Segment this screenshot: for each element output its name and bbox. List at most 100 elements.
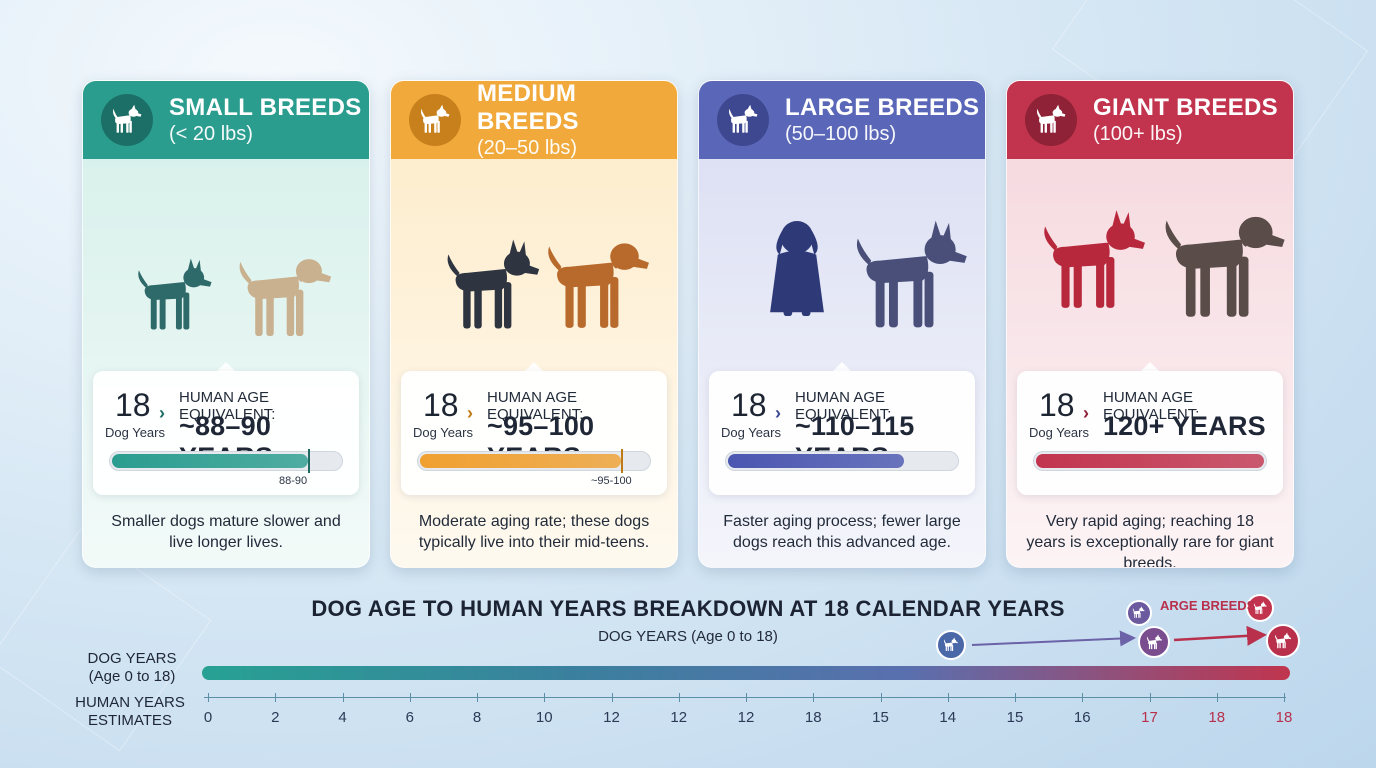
timeline-marker-dog-icon bbox=[1126, 600, 1152, 626]
pointer-arrow bbox=[216, 362, 236, 372]
dog-badge-icon bbox=[1025, 94, 1077, 146]
breed-card-medium: MEDIUM BREEDS (20–50 lbs) bbox=[390, 80, 678, 568]
card-weight-range: (< 20 lbs) bbox=[169, 123, 253, 145]
card-title: LARGE BREEDS bbox=[785, 94, 980, 121]
timeline-tick bbox=[813, 693, 815, 702]
timeline-tick bbox=[1284, 693, 1285, 702]
bar-caption: ~95-100 bbox=[591, 475, 632, 487]
timeline-tick bbox=[880, 693, 882, 702]
human-age-label: HUMAN AGE EQUIVALENT: bbox=[487, 389, 584, 423]
age-progress-fill bbox=[112, 454, 308, 468]
timeline-tick bbox=[746, 693, 747, 702]
timeline-marker-dog-icon bbox=[1138, 626, 1170, 658]
card-description: Smaller dogs mature slower and live long… bbox=[111, 513, 341, 551]
timeline-marker-dog-icon bbox=[936, 630, 966, 660]
timeline-tick bbox=[611, 693, 613, 702]
dog-badge-icon bbox=[101, 94, 153, 146]
human-age-label: HUMAN AGE EQUIVALENT: bbox=[179, 389, 276, 423]
card-header: GIANT BREEDS (100+ lbs) bbox=[1007, 81, 1293, 159]
timeline-tick-label: 18 bbox=[804, 709, 822, 726]
card-title: GIANT BREEDS bbox=[1093, 94, 1278, 121]
dog-illustrations bbox=[83, 159, 369, 372]
breed-card-giant: GIANT BREEDS (100+ lbs) bbox=[1006, 80, 1294, 568]
card-title: SMALL BREEDS bbox=[169, 94, 362, 121]
dog-years-label: Dog Years bbox=[105, 425, 165, 440]
timeline-tick-label: 6 bbox=[405, 709, 414, 726]
age-info-box: 18 Dog Years › HUMAN AGE EQUIVALENT: 120… bbox=[1017, 371, 1283, 495]
timeline-tick bbox=[1082, 693, 1084, 702]
dog-years-value: 18 bbox=[423, 387, 459, 423]
dog-illustrations bbox=[391, 159, 677, 372]
timeline-axis bbox=[204, 697, 1286, 698]
timeline-tick bbox=[947, 693, 949, 702]
pointer-arrow bbox=[832, 362, 852, 372]
card-description: Moderate aging rate; these dogs typicall… bbox=[418, 513, 650, 551]
timeline-tick-label: 12 bbox=[603, 709, 620, 726]
card-description: Faster aging process; fewer large dogs r… bbox=[723, 513, 961, 551]
timeline-tick bbox=[275, 693, 277, 702]
timeline-tick bbox=[409, 693, 411, 702]
timeline-tick bbox=[342, 693, 344, 702]
timeline-tick-label: 14 bbox=[939, 709, 957, 726]
timeline-tick bbox=[477, 693, 478, 702]
timeline-tick-label: 17 bbox=[1141, 709, 1158, 726]
breed-card-large: LARGE BREEDS (50–100 lbs) bbox=[698, 80, 986, 568]
timeline-tick-label: 8 bbox=[472, 709, 482, 726]
bar-marker bbox=[621, 449, 623, 473]
timeline-tick-label: 18 bbox=[1208, 709, 1226, 726]
timeline-tick bbox=[544, 693, 546, 702]
pointer-arrow bbox=[524, 362, 544, 372]
age-info-box: 18 Dog Years › HUMAN AGE EQUIVALENT: ~88… bbox=[93, 371, 359, 495]
chevron-right-icon: › bbox=[159, 403, 165, 423]
large-breeds-marker-label: ARGE BREEDS bbox=[1160, 598, 1256, 613]
timeline-tick-label: 0 bbox=[203, 709, 213, 726]
card-header: SMALL BREEDS (< 20 lbs) bbox=[83, 81, 369, 159]
dog-badge-icon bbox=[717, 94, 769, 146]
age-progress-bar bbox=[109, 449, 343, 473]
chevron-right-icon: › bbox=[1083, 403, 1089, 423]
timeline-marker-dog-icon bbox=[1266, 624, 1300, 658]
card-weight-range: (100+ lbs) bbox=[1093, 123, 1183, 145]
timeline-subtitle: DOG YEARS (Age 0 to 18) bbox=[598, 628, 778, 645]
timeline-tick-label: 15 bbox=[1006, 709, 1024, 726]
dog-years-label: Dog Years bbox=[721, 425, 781, 440]
breed-card-small: SMALL BREEDS (< 20 lbs) bbox=[82, 80, 370, 568]
pointer-arrow bbox=[1140, 362, 1160, 372]
dog-illustrations bbox=[1007, 159, 1293, 372]
timeline-marker-dog-icon bbox=[1246, 594, 1274, 622]
dog-years-label: Dog Years bbox=[1029, 425, 1089, 440]
timeline-tick bbox=[678, 693, 680, 702]
age-progress-fill bbox=[728, 454, 904, 468]
age-progress-bar bbox=[725, 451, 959, 471]
dog-years-label: Dog Years bbox=[413, 425, 473, 440]
timeline-tick bbox=[1216, 693, 1218, 702]
dog-years-value: 18 bbox=[1039, 387, 1075, 423]
human-age-label: HUMAN AGE EQUIVALENT: bbox=[1103, 389, 1200, 423]
timeline-tick-label: 15 bbox=[872, 709, 889, 726]
timeline-gradient-bar bbox=[202, 666, 1290, 680]
timeline-tick-label: 12 bbox=[670, 709, 688, 726]
timeline-title: DOG AGE TO HUMAN YEARS BREAKDOWN AT 18 C… bbox=[311, 596, 1065, 621]
age-progress-bar bbox=[1033, 451, 1267, 471]
dog-years-value: 18 bbox=[731, 387, 767, 423]
bar-caption: 88-90 bbox=[279, 475, 308, 487]
age-progress-bar bbox=[417, 449, 651, 473]
bar-marker bbox=[308, 449, 310, 473]
human-years-axis-label: HUMAN YEARS ESTIMATES bbox=[75, 694, 185, 729]
human-age-label: HUMAN AGE EQUIVALENT: bbox=[795, 389, 892, 423]
age-info-box: 18 Dog Years › HUMAN AGE EQUIVALENT: ~11… bbox=[709, 371, 975, 495]
dog-years-value: 18 bbox=[115, 387, 151, 423]
human-age-value: 120+ YEARS bbox=[1103, 411, 1266, 441]
timeline-tick bbox=[1015, 693, 1016, 702]
timeline-tick-label: 12 bbox=[737, 709, 755, 726]
timeline-tick-label: 18 bbox=[1275, 709, 1293, 726]
card-description: Very rapid aging; reaching 18 years is e… bbox=[1026, 513, 1274, 568]
dog-badge-icon bbox=[409, 94, 461, 146]
timeline-tick-label: 4 bbox=[338, 709, 347, 726]
chevron-right-icon: › bbox=[467, 403, 473, 423]
timeline-tick-label: 16 bbox=[1073, 709, 1091, 726]
age-progress-fill bbox=[1036, 454, 1264, 468]
timeline-tick-label: 10 bbox=[535, 709, 553, 726]
chevron-right-icon: › bbox=[775, 403, 781, 423]
age-progress-fill bbox=[420, 454, 621, 468]
